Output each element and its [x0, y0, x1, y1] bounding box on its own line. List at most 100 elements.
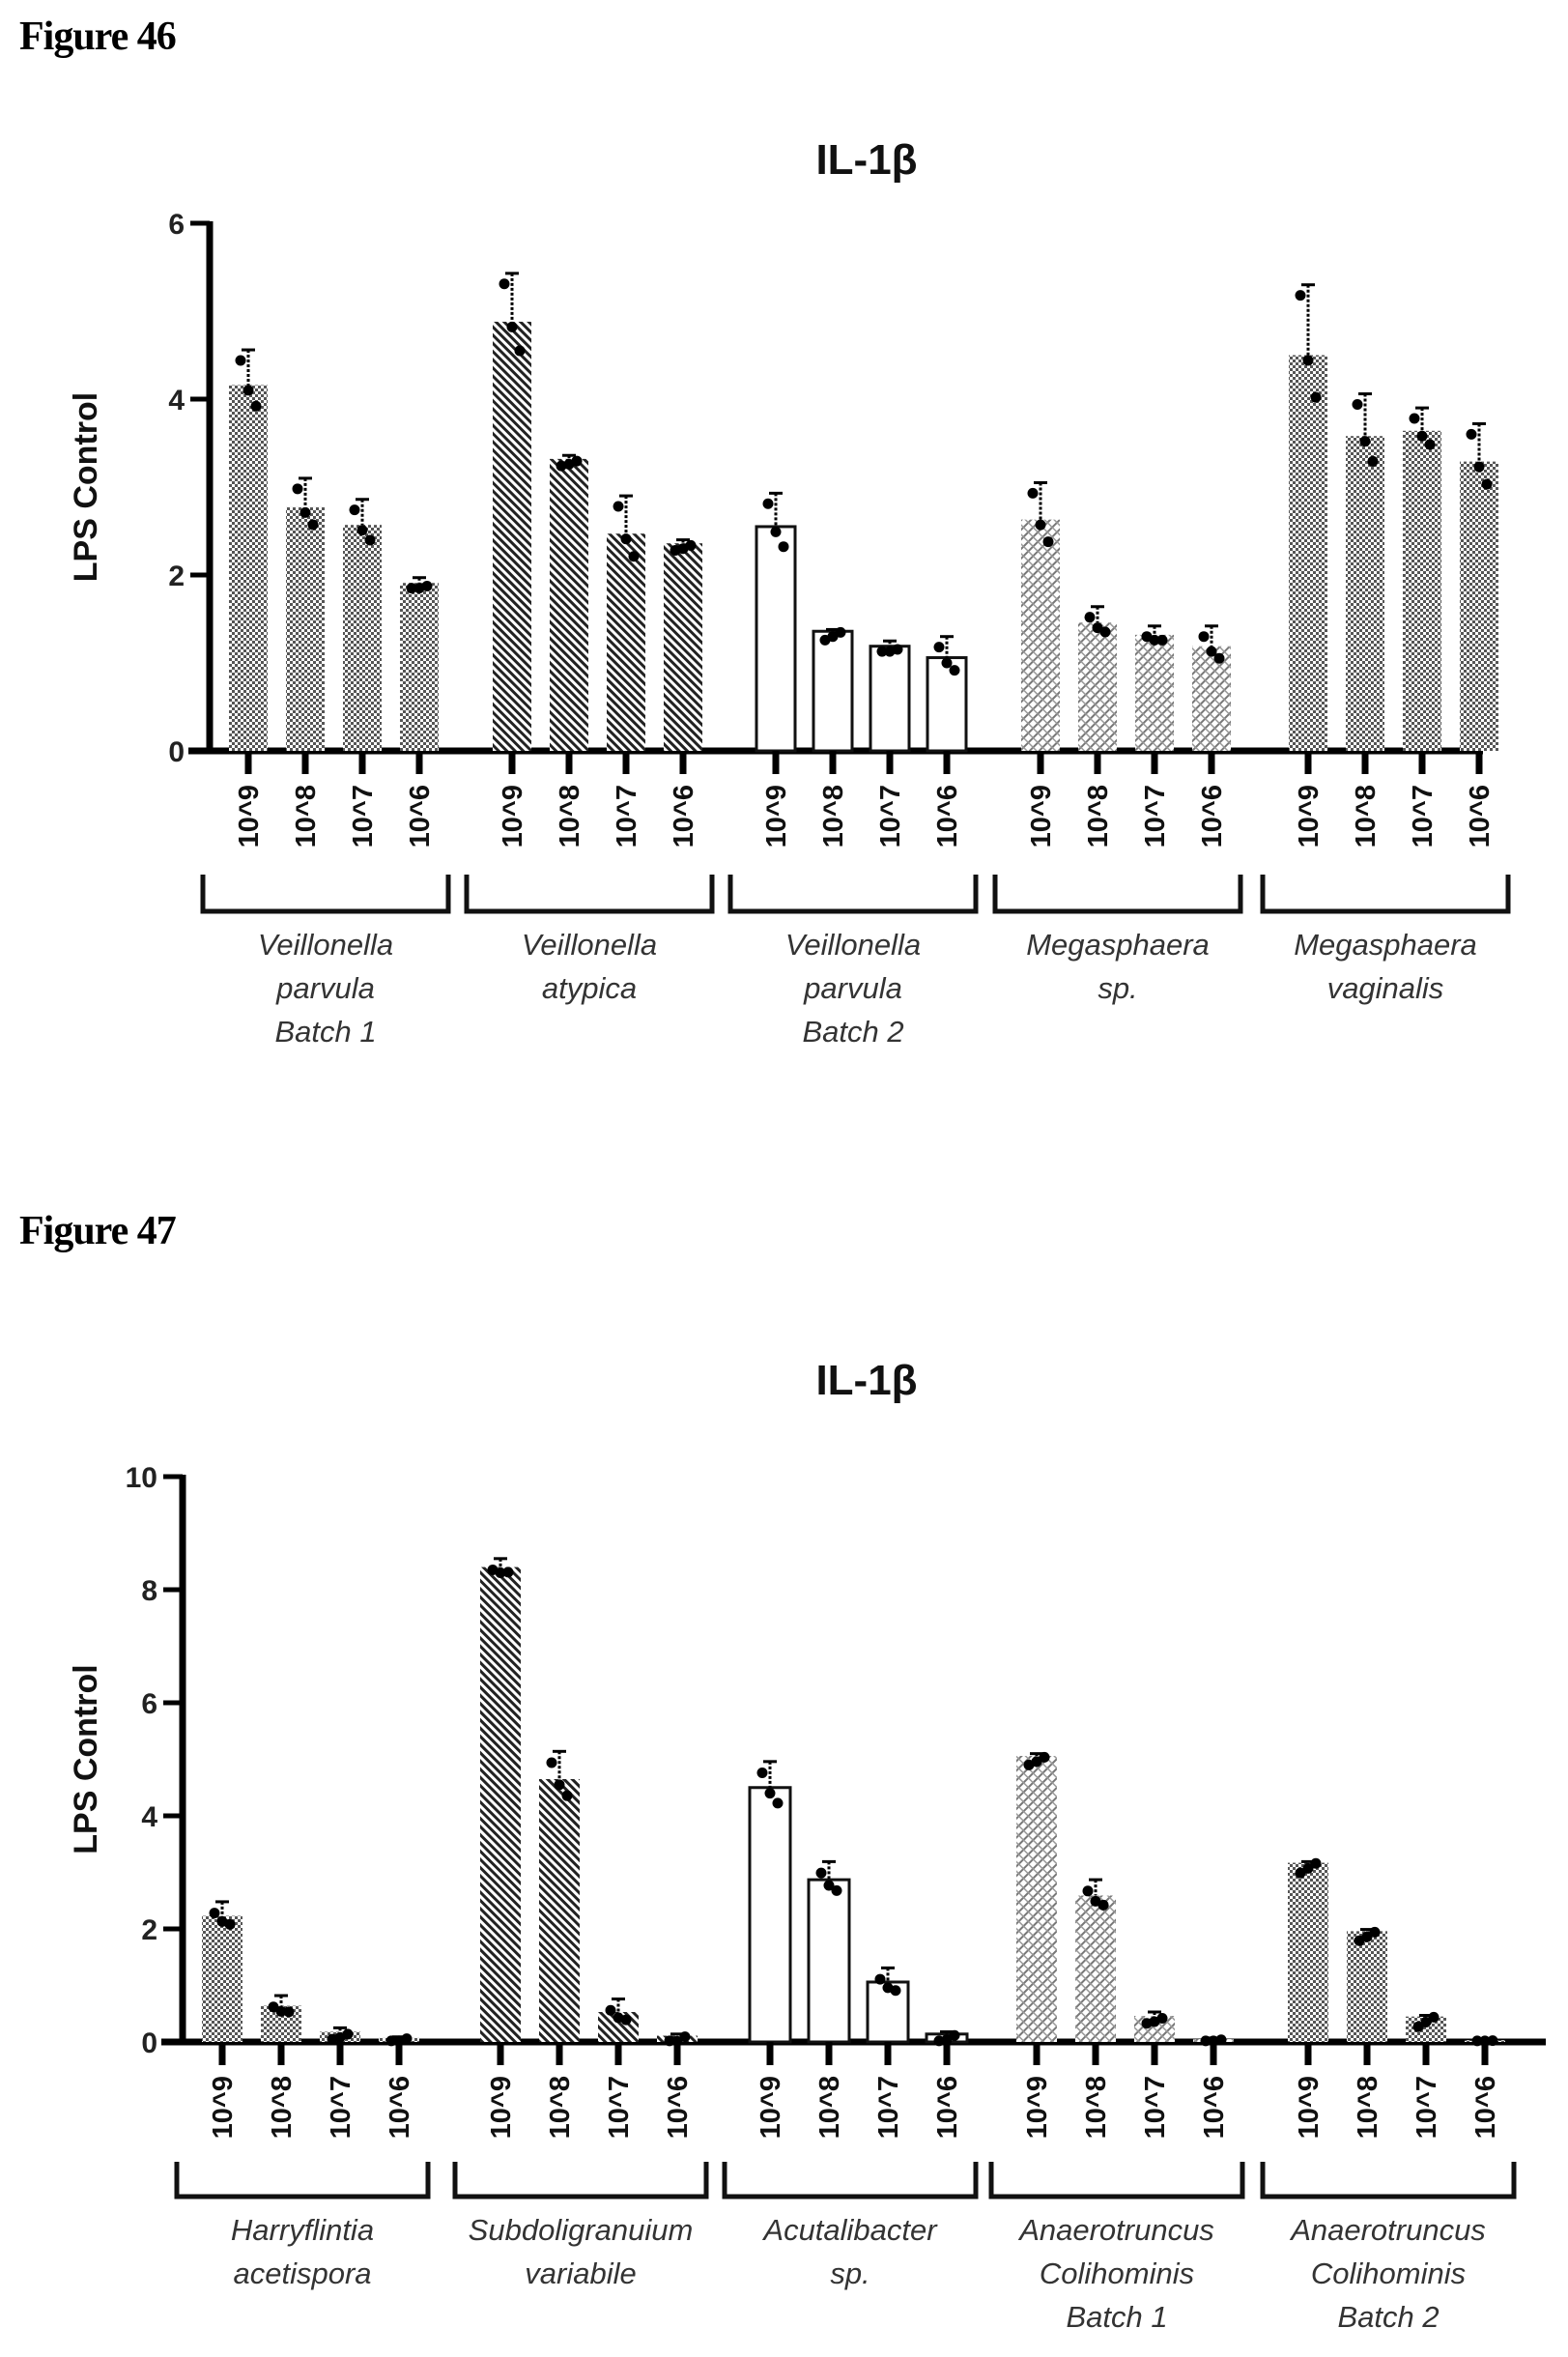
- chart-title: IL-1β: [815, 136, 917, 184]
- data-point: [284, 2006, 295, 2017]
- data-point: [1157, 2013, 1168, 2024]
- data-point: [942, 658, 953, 669]
- group-label: Colihominis: [1040, 2256, 1194, 2290]
- y-axis-label: LPS Control: [68, 1664, 104, 1854]
- chart-figure-47: IL-1βLPS Control024681010^910^810^710^6H…: [0, 1160, 1568, 2357]
- chart-figure-46: IL-1βLPS Control024610^910^810^710^6Veil…: [0, 0, 1568, 1160]
- group-label: variabile: [525, 2256, 636, 2290]
- data-point: [1040, 1752, 1050, 1763]
- y-tick-label: 10: [126, 1462, 157, 1494]
- group-label: parvula: [803, 971, 902, 1005]
- bar: [927, 658, 966, 751]
- data-point: [875, 1974, 886, 1985]
- data-point: [555, 1779, 565, 1790]
- x-tick-label: 10^7: [1411, 2076, 1442, 2139]
- bar: [539, 1779, 580, 2042]
- data-point: [816, 1868, 827, 1879]
- data-point: [1303, 355, 1314, 365]
- group-label: Batch 1: [1066, 2300, 1167, 2334]
- x-tick-label: 10^7: [1408, 785, 1439, 848]
- bar: [343, 525, 382, 751]
- data-point: [503, 1567, 514, 1577]
- data-point: [680, 2031, 691, 2042]
- data-point: [547, 1758, 557, 1768]
- group-label: sp.: [1098, 971, 1137, 1005]
- x-tick-label: 10^6: [385, 2076, 415, 2139]
- data-point: [686, 540, 697, 551]
- y-tick-label: 8: [141, 1575, 157, 1607]
- data-point: [606, 2005, 616, 2016]
- data-point: [1353, 399, 1363, 410]
- bar: [1192, 647, 1231, 751]
- x-tick-label: 10^7: [875, 785, 906, 848]
- data-point: [300, 507, 311, 518]
- group-label: parvula: [275, 971, 375, 1005]
- data-point: [1214, 653, 1225, 664]
- x-tick-label: 10^7: [873, 2076, 904, 2139]
- data-point: [836, 627, 846, 638]
- data-point: [1467, 429, 1477, 440]
- data-point: [891, 1985, 901, 1996]
- data-point: [365, 534, 376, 545]
- y-tick-label: 2: [168, 561, 185, 592]
- data-point: [1098, 1900, 1109, 1911]
- group-bracket: [995, 875, 1240, 911]
- bar: [286, 507, 325, 751]
- data-point: [1100, 626, 1111, 637]
- group-label: Anaerotruncus: [1017, 2213, 1214, 2247]
- data-point: [1360, 436, 1371, 446]
- bar: [1460, 462, 1498, 751]
- x-tick-label: 10^8: [1081, 2076, 1112, 2139]
- group-label: Batch 2: [1337, 2300, 1439, 2334]
- bar: [870, 647, 909, 751]
- data-point: [1083, 1885, 1094, 1896]
- x-tick-label: 10^6: [932, 2076, 963, 2139]
- bar: [809, 1880, 849, 2042]
- x-tick-label: 10^9: [498, 785, 528, 848]
- group-bracket: [725, 2162, 976, 2197]
- data-point: [350, 504, 360, 515]
- x-tick-label: 10^9: [1294, 785, 1325, 848]
- data-point: [225, 1919, 236, 1930]
- data-point: [950, 2030, 960, 2041]
- group-bracket: [467, 875, 712, 911]
- data-point: [621, 2015, 632, 2026]
- group-label: vaginalis: [1327, 971, 1444, 1005]
- data-point: [343, 2028, 354, 2039]
- data-point: [1216, 2034, 1227, 2045]
- data-point: [950, 665, 960, 675]
- x-tick-label: 10^6: [405, 785, 436, 848]
- data-point: [1028, 488, 1039, 499]
- group-label: sp.: [830, 2256, 870, 2290]
- y-tick-label: 0: [168, 736, 185, 768]
- bar: [480, 1567, 521, 2042]
- bar: [664, 543, 702, 751]
- bar: [607, 533, 645, 751]
- data-point: [1488, 2035, 1498, 2046]
- data-point: [1199, 631, 1210, 642]
- x-tick-label: 10^8: [267, 2076, 298, 2139]
- y-tick-label: 2: [141, 1914, 157, 1946]
- data-point: [1085, 612, 1096, 622]
- data-point: [1368, 456, 1379, 467]
- data-point: [422, 581, 433, 591]
- data-point: [1425, 439, 1436, 449]
- x-tick-label: 10^8: [291, 785, 322, 848]
- data-point: [507, 322, 518, 332]
- x-tick-label: 10^7: [326, 2076, 356, 2139]
- x-tick-label: 10^6: [1470, 2076, 1501, 2139]
- group-bracket: [455, 2162, 706, 2197]
- group-label: Veillonella: [785, 928, 921, 962]
- group-bracket: [730, 875, 976, 911]
- data-point: [771, 527, 782, 537]
- x-tick-label: 10^8: [555, 785, 585, 848]
- data-point: [765, 1788, 776, 1798]
- bar: [1288, 1863, 1328, 2042]
- x-tick-label: 10^9: [486, 2076, 517, 2139]
- group-label: Anaerotruncus: [1289, 2213, 1486, 2247]
- data-point: [357, 525, 368, 535]
- bar: [1078, 622, 1117, 751]
- bar: [1016, 1756, 1057, 2042]
- group-label: Megasphaera: [1294, 928, 1477, 962]
- group-bracket: [1263, 875, 1508, 911]
